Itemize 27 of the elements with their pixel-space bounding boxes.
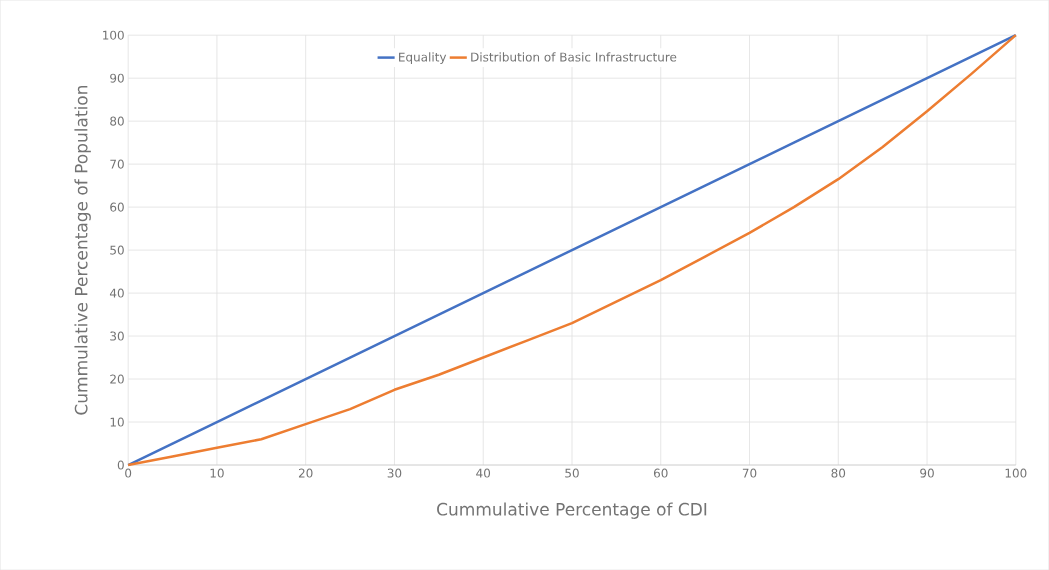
y-tick-label: 10 xyxy=(110,417,124,427)
y-tick-label: 70 xyxy=(110,159,124,169)
y-tick-label: 100 xyxy=(103,30,124,40)
x-tick-label: 70 xyxy=(742,468,757,478)
y-tick-label: 30 xyxy=(110,331,124,341)
y-tick-label: 20 xyxy=(110,374,124,384)
x-tick-label: 10 xyxy=(210,468,224,478)
y-axis-title: Cummulative Percentage of Population xyxy=(74,85,91,415)
legend-label: Equality xyxy=(399,52,447,64)
x-tick-label: 80 xyxy=(831,468,846,478)
x-tick-label: 90 xyxy=(920,468,934,478)
x-tick-label: 100 xyxy=(1005,468,1027,478)
line-series xyxy=(126,33,1018,467)
x-tick-label: 50 xyxy=(565,468,579,478)
y-tick-label: 40 xyxy=(109,288,124,298)
x-tick-label: 20 xyxy=(298,468,313,478)
x-tick-label: 40 xyxy=(476,468,491,478)
y-tick-label: 80 xyxy=(110,116,124,126)
y-tick-label: 90 xyxy=(110,73,124,83)
x-tick-label: 0 xyxy=(125,468,132,478)
legend-label: Distribution of Basic Infrastructure xyxy=(471,52,677,62)
x-tick-label: 60 xyxy=(653,468,668,478)
x-tick-label: 30 xyxy=(387,468,402,478)
y-tick-label: 60 xyxy=(110,202,124,212)
y-tick-label: 0 xyxy=(117,460,124,470)
y-tick-label: 50 xyxy=(110,245,124,255)
x-axis-title: Cummulative Percentage of CDI xyxy=(437,502,707,519)
